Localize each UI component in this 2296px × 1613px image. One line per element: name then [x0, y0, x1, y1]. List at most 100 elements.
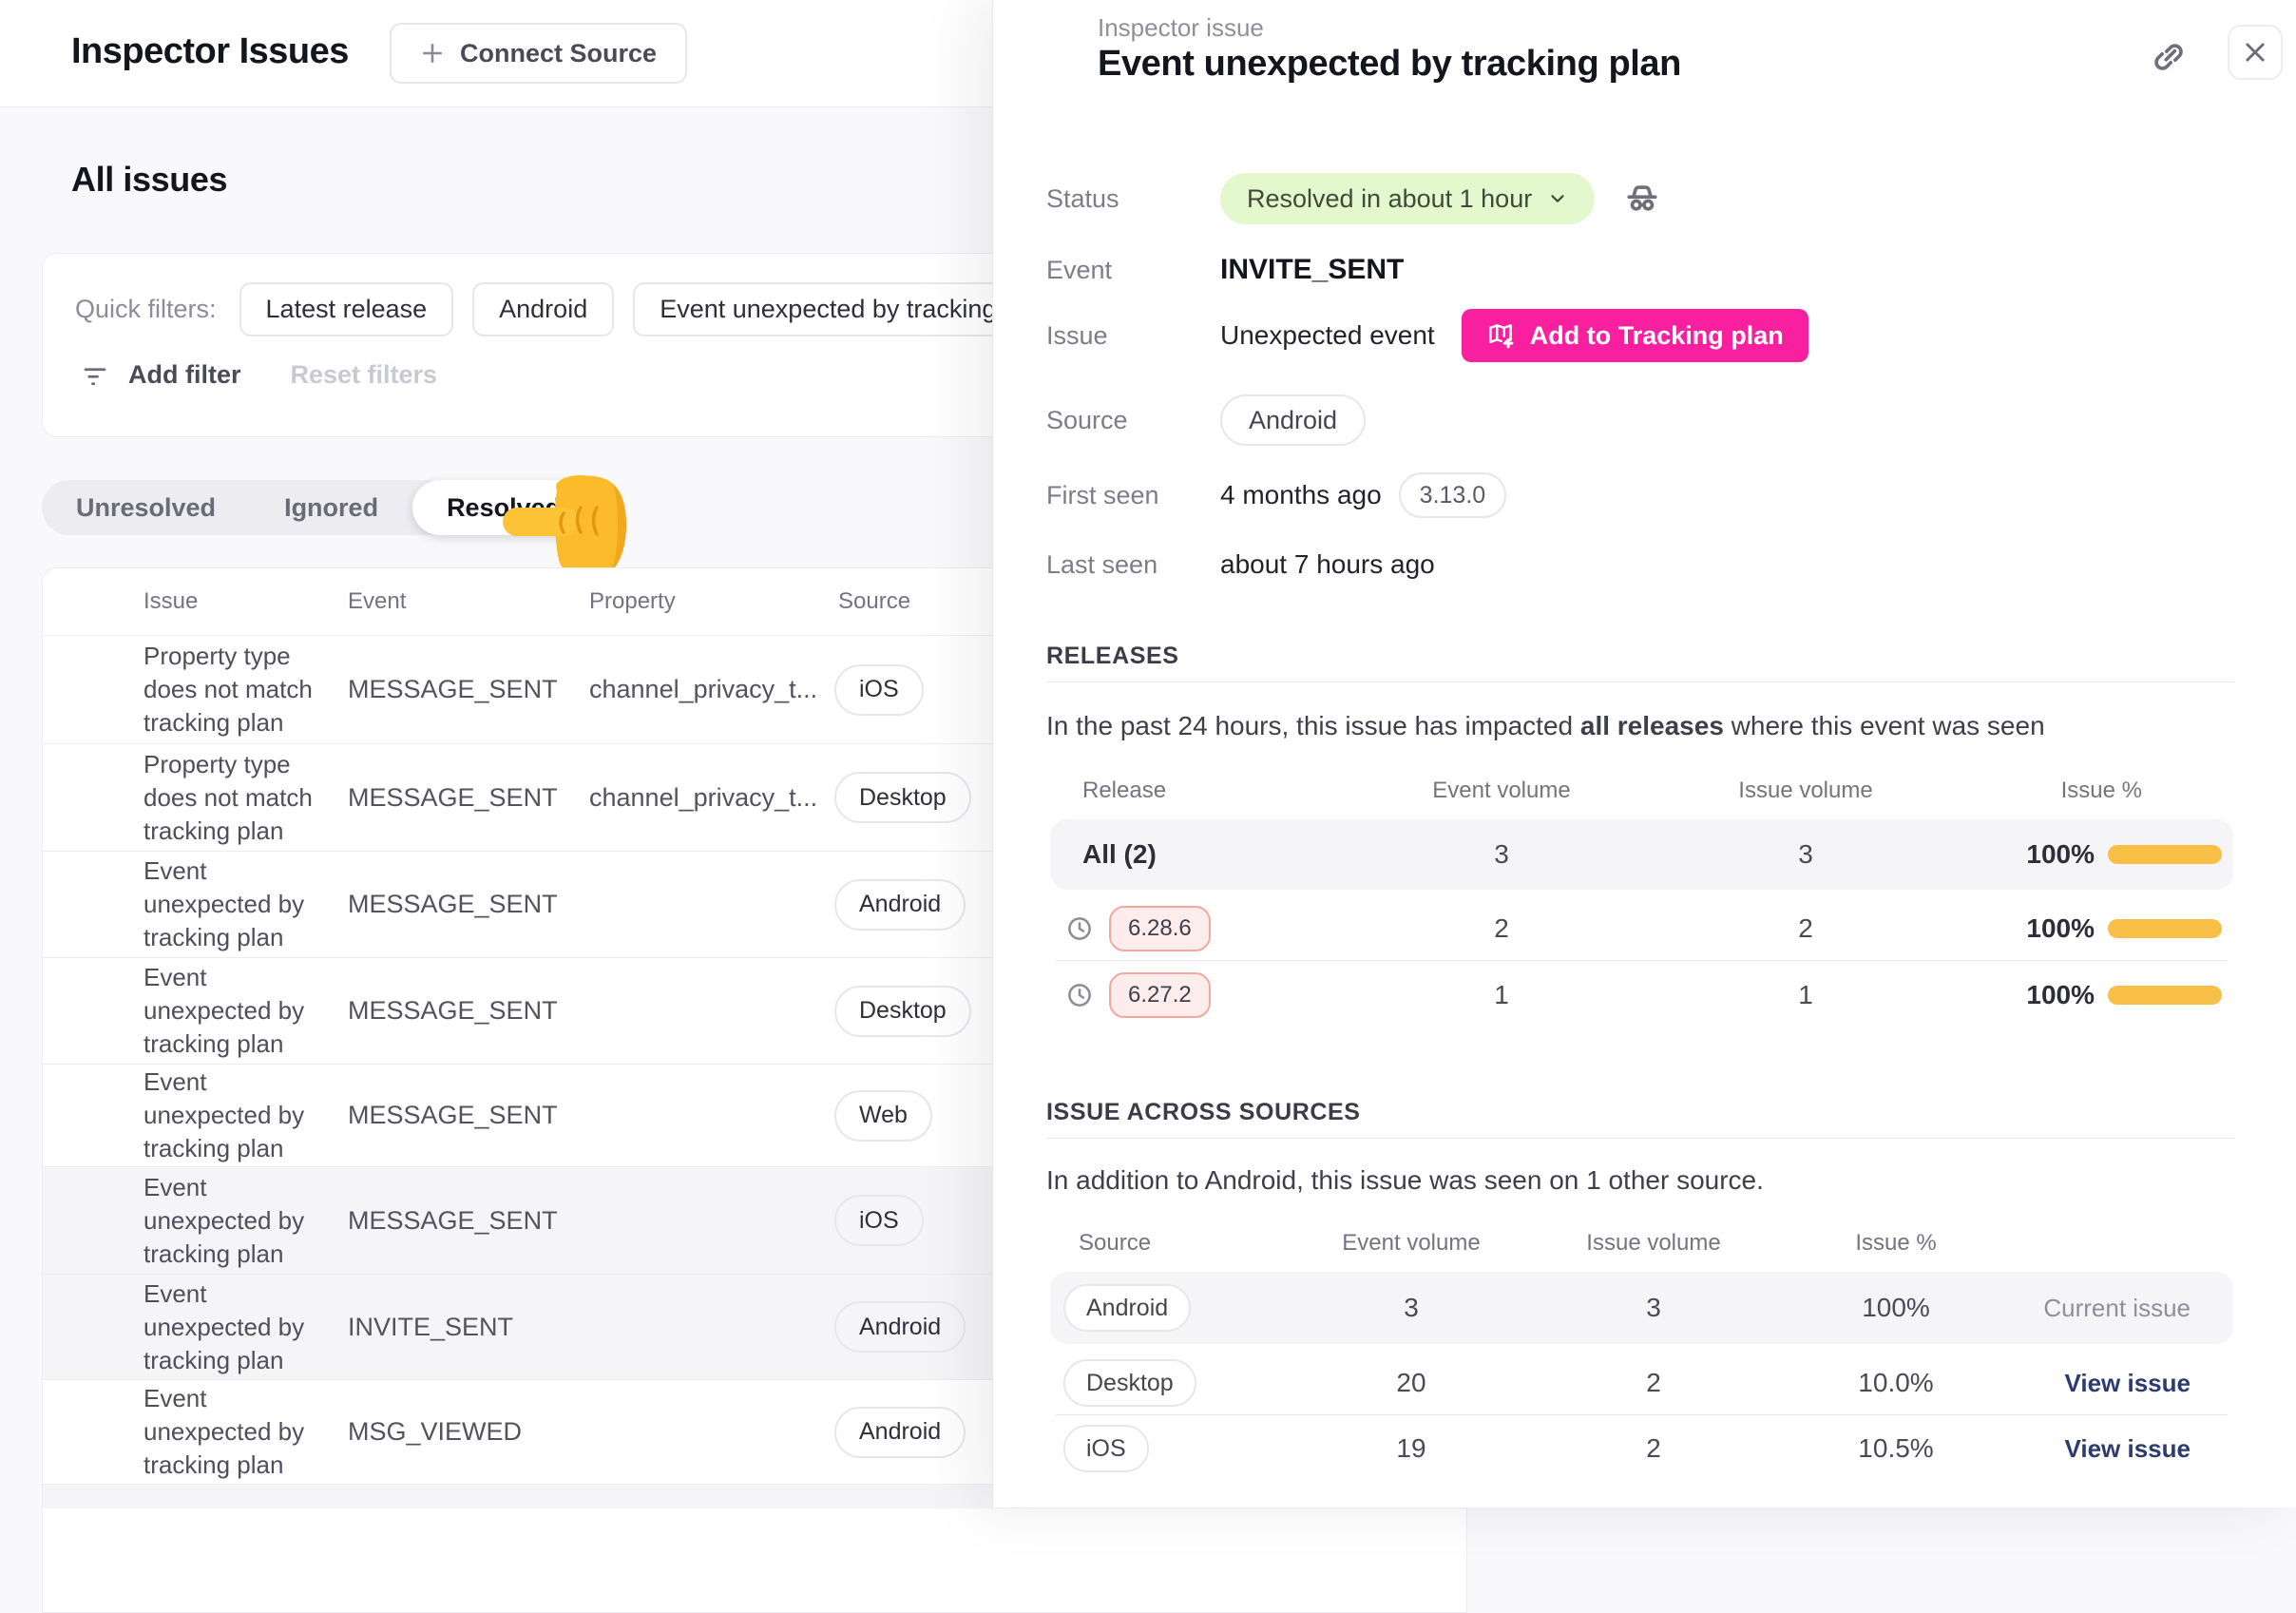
view-issue-link[interactable]: View issue	[2064, 1433, 2191, 1463]
add-filter-button[interactable]: Add filter	[81, 360, 241, 390]
issue-volume-value: 2	[1798, 913, 1813, 943]
release-name: All (2)	[1082, 839, 1157, 869]
tab-unresolved[interactable]: Unresolved	[76, 492, 217, 522]
status-label: Status	[1046, 183, 1119, 213]
table-row[interactable]: Event unexpected by tracking plan MSG_VI…	[43, 1379, 1466, 1484]
source-cell: Desktop	[810, 772, 1466, 823]
col-event-volume: Event volume	[1432, 778, 1571, 803]
filter-chip-android[interactable]: Android	[472, 282, 615, 336]
releases-table: Release Event volume Issue volume Issue …	[1050, 778, 2233, 1029]
event-cell: MESSAGE_SENT	[348, 1205, 558, 1235]
issue-volume-value: 1	[1798, 980, 1813, 1009]
release-version-badge[interactable]: 6.28.6	[1109, 906, 1211, 951]
tab-resolved[interactable]: Resolved	[412, 480, 596, 535]
issue-pct-value: 100%	[1862, 1293, 1930, 1322]
copy-link-button[interactable]	[2148, 36, 2190, 78]
source-badge[interactable]: Desktop	[1063, 1359, 1196, 1407]
source-cell: Desktop	[810, 985, 1466, 1037]
col-event-volume: Event volume	[1342, 1230, 1481, 1256]
filter-chip-latest-release[interactable]: Latest release	[239, 282, 454, 336]
issue-label: Issue	[1046, 320, 1108, 350]
col-issue: Issue	[144, 588, 199, 614]
release-row-all[interactable]: All (2) 3 3 100%	[1050, 819, 2233, 890]
clock-icon	[1065, 981, 1094, 1009]
add-to-tracking-plan-button[interactable]: Add to Tracking plan	[1461, 309, 1808, 362]
source-badge[interactable]: iOS	[1063, 1425, 1149, 1472]
issue-pct-cell: 100%	[1943, 913, 2233, 944]
source-cell: Android	[810, 878, 1466, 931]
status-dropdown[interactable]: Resolved in about 1 hour	[1220, 173, 1596, 224]
col-issue-pct: Issue %	[2060, 778, 2142, 803]
release-cell: 6.28.6	[1050, 906, 1335, 951]
tab-ignored[interactable]: Ignored	[284, 492, 379, 522]
issue-cell: Event unexpected by tracking plan	[144, 1172, 305, 1268]
add-to-tracking-plan-label: Add to Tracking plan	[1529, 320, 1784, 350]
table-row[interactable]: Event unexpected by tracking plan MESSAG…	[43, 851, 1466, 957]
source-badge[interactable]: Android	[834, 1301, 966, 1353]
quick-filters-row: Quick filters: Latest release Android Ev…	[75, 282, 1079, 336]
filter-icon	[81, 361, 109, 390]
releases-table-header: Release Event volume Issue volume Issue …	[1050, 778, 2233, 804]
connect-source-button[interactable]: Connect Source	[390, 23, 688, 84]
table-row[interactable]: Event unexpected by tracking plan MESSAG…	[43, 1064, 1466, 1166]
sources-table: Source Event volume Issue volume Issue %…	[1050, 1230, 2233, 1482]
divider	[1056, 960, 2228, 961]
incognito-icon	[1621, 178, 1663, 220]
releases-description-bold: all releases	[1579, 711, 1724, 740]
issue-pct-cell: 100%	[1943, 980, 2233, 1010]
source-badge[interactable]: Android	[834, 1406, 966, 1458]
issue-pct-cell: 100%	[1943, 839, 2233, 870]
source-badge[interactable]: Desktop	[834, 985, 971, 1037]
action-cell: View issue	[2029, 1369, 2233, 1398]
issue-pct-bar	[2108, 919, 2222, 938]
event-cell: MESSAGE_SENT	[348, 675, 558, 703]
source-badge[interactable]: Android	[1063, 1284, 1192, 1332]
first-seen-version-badge[interactable]: 3.13.0	[1398, 472, 1507, 518]
col-issue-pct: Issue %	[1855, 1230, 1937, 1256]
status-tabs: Unresolved Ignored Resolved	[42, 480, 596, 535]
source-badge[interactable]: iOS	[834, 1195, 924, 1246]
release-row[interactable]: 6.27.2 1 1 100%	[1050, 961, 2233, 1029]
event-volume-value: 19	[1396, 1433, 1426, 1463]
source-badge[interactable]: Web	[834, 1089, 932, 1142]
event-cell: MESSAGE_SENT	[348, 1101, 558, 1129]
source-cell: Android	[1050, 1284, 1278, 1332]
release-row[interactable]: 6.28.6 2 2 100%	[1050, 897, 2233, 960]
col-issue-volume: Issue volume	[1586, 1230, 1721, 1256]
first-seen-label: First seen	[1046, 480, 1159, 509]
event-value: INVITE_SENT	[1220, 254, 1405, 285]
releases-description-part: In the past 24 hours, this issue has imp…	[1046, 711, 1580, 740]
issue-pct-value: 10.0%	[1858, 1368, 1934, 1397]
chevron-down-icon	[1547, 188, 1568, 209]
sources-description: In addition to Android, this issue was s…	[1046, 1165, 1764, 1195]
divider	[1046, 1138, 2234, 1139]
table-row[interactable]: Property type does not match tracking pl…	[43, 635, 1466, 743]
issue-volume-value: 2	[1646, 1368, 1661, 1397]
issue-cell: Event unexpected by tracking plan	[144, 1384, 305, 1479]
issue-cell: Property type does not match tracking pl…	[144, 749, 313, 845]
issue-cell: Event unexpected by tracking plan	[144, 1067, 305, 1162]
source-badge[interactable]: Desktop	[834, 772, 971, 823]
view-issue-link[interactable]: View issue	[2064, 1368, 2191, 1397]
first-seen-row: First seen 4 months ago 3.13.0	[1046, 470, 2267, 521]
issues-table-header: Issue Event Property Source	[43, 568, 1466, 635]
event-cell: MESSAGE_SENT	[348, 996, 558, 1025]
col-source: Source	[1079, 1230, 1152, 1256]
property-cell: channel_privacy_t...	[589, 782, 818, 812]
issue-cell: Property type does not match tracking pl…	[144, 642, 313, 737]
table-row[interactable]: Property type does not match tracking pl…	[43, 743, 1466, 851]
release-version-badge[interactable]: 6.27.2	[1109, 972, 1211, 1018]
source-badge[interactable]: iOS	[834, 663, 924, 716]
quick-filters-label: Quick filters:	[75, 295, 217, 323]
issue-cell: Event unexpected by tracking plan	[144, 1278, 305, 1374]
event-volume-value: 2	[1494, 913, 1509, 943]
reset-filters-button[interactable]: Reset filters	[290, 360, 438, 389]
last-seen-value: about 7 hours ago	[1220, 549, 1435, 579]
table-row[interactable]: Event unexpected by tracking plan MESSAG…	[43, 957, 1466, 1064]
sources-table-header: Source Event volume Issue volume Issue %	[1050, 1230, 2233, 1257]
source-badge[interactable]: Android	[834, 878, 966, 931]
status-value: Resolved in about 1 hour	[1247, 183, 1533, 213]
close-panel-button[interactable]	[2228, 25, 2283, 80]
source-badge[interactable]: Android	[1220, 394, 1367, 446]
col-source: Source	[838, 588, 911, 614]
